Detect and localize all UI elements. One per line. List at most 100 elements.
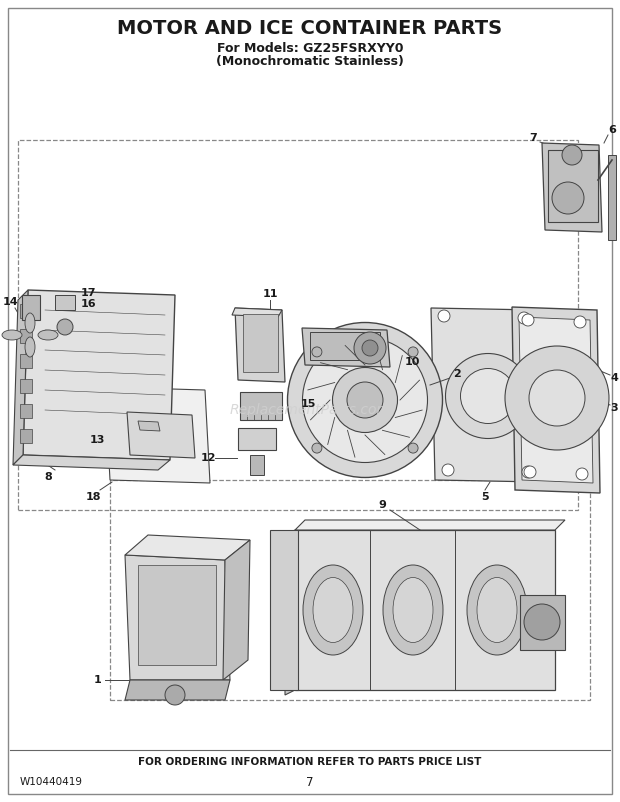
Text: 2: 2 xyxy=(453,369,461,379)
Circle shape xyxy=(362,340,378,356)
Text: 6: 6 xyxy=(608,125,616,135)
Polygon shape xyxy=(127,412,195,458)
Polygon shape xyxy=(542,143,602,232)
Bar xyxy=(20,329,32,343)
Polygon shape xyxy=(223,540,250,680)
Ellipse shape xyxy=(477,577,517,642)
Ellipse shape xyxy=(467,565,527,655)
Circle shape xyxy=(165,685,185,705)
Bar xyxy=(18,140,578,510)
Text: 14: 14 xyxy=(2,297,18,307)
Ellipse shape xyxy=(383,565,443,655)
Text: 10: 10 xyxy=(404,357,420,367)
Ellipse shape xyxy=(25,313,35,333)
Polygon shape xyxy=(138,421,160,431)
Polygon shape xyxy=(512,307,600,493)
Polygon shape xyxy=(235,308,285,382)
Circle shape xyxy=(347,382,383,418)
Bar xyxy=(55,295,75,310)
Bar xyxy=(20,404,32,418)
Bar xyxy=(20,379,32,393)
Polygon shape xyxy=(295,530,555,690)
Polygon shape xyxy=(23,290,175,460)
Circle shape xyxy=(312,347,322,357)
Text: 9: 9 xyxy=(378,500,386,510)
Polygon shape xyxy=(519,317,593,483)
Polygon shape xyxy=(232,308,282,317)
Text: 18: 18 xyxy=(86,492,100,502)
Text: 7: 7 xyxy=(306,776,314,788)
Bar xyxy=(608,155,616,240)
Text: 1: 1 xyxy=(94,675,102,685)
Bar xyxy=(138,565,216,665)
Bar xyxy=(250,455,264,475)
Bar xyxy=(310,332,380,360)
Bar xyxy=(243,314,278,372)
Bar xyxy=(110,480,590,700)
Text: 16: 16 xyxy=(80,299,96,309)
Circle shape xyxy=(57,319,73,335)
Bar xyxy=(20,429,32,443)
Circle shape xyxy=(522,466,534,478)
Circle shape xyxy=(152,427,168,443)
Circle shape xyxy=(574,316,586,328)
Ellipse shape xyxy=(332,367,397,432)
Circle shape xyxy=(524,466,536,478)
Text: 12: 12 xyxy=(200,453,216,463)
Text: 3: 3 xyxy=(610,403,618,413)
Polygon shape xyxy=(105,387,210,483)
Circle shape xyxy=(522,314,534,326)
Bar xyxy=(520,595,565,650)
Text: 15: 15 xyxy=(300,399,316,409)
Ellipse shape xyxy=(393,577,433,642)
Ellipse shape xyxy=(313,577,353,642)
Ellipse shape xyxy=(303,338,428,463)
Text: W10440419: W10440419 xyxy=(20,777,83,787)
Circle shape xyxy=(524,604,560,640)
Polygon shape xyxy=(125,555,230,680)
Bar xyxy=(20,354,32,368)
Text: 4: 4 xyxy=(610,373,618,383)
Polygon shape xyxy=(431,308,540,482)
Text: For Models: GZ25FSRXYY0: For Models: GZ25FSRXYY0 xyxy=(217,42,403,55)
Bar xyxy=(238,428,276,450)
Ellipse shape xyxy=(38,330,58,340)
Text: 13: 13 xyxy=(89,435,105,445)
Ellipse shape xyxy=(25,337,35,357)
Text: MOTOR AND ICE CONTAINER PARTS: MOTOR AND ICE CONTAINER PARTS xyxy=(117,18,503,38)
Bar xyxy=(270,530,298,690)
Bar xyxy=(22,295,40,320)
Text: 17: 17 xyxy=(80,288,95,298)
Circle shape xyxy=(408,347,418,357)
Circle shape xyxy=(518,312,530,324)
Bar xyxy=(240,392,282,420)
Circle shape xyxy=(442,464,454,476)
Circle shape xyxy=(505,346,609,450)
Circle shape xyxy=(438,310,450,322)
Text: 11: 11 xyxy=(262,289,278,299)
Polygon shape xyxy=(295,520,565,530)
Ellipse shape xyxy=(446,354,531,439)
Ellipse shape xyxy=(288,322,443,477)
Text: 5: 5 xyxy=(481,492,489,502)
Text: 8: 8 xyxy=(44,472,52,482)
Ellipse shape xyxy=(461,368,515,423)
Text: FOR ORDERING INFORMATION REFER TO PARTS PRICE LIST: FOR ORDERING INFORMATION REFER TO PARTS … xyxy=(138,757,482,767)
Circle shape xyxy=(576,468,588,480)
Polygon shape xyxy=(13,290,28,465)
Bar xyxy=(20,304,32,318)
Circle shape xyxy=(312,443,322,453)
Polygon shape xyxy=(13,455,170,470)
Circle shape xyxy=(562,145,582,165)
Polygon shape xyxy=(125,680,230,700)
Text: 7: 7 xyxy=(529,133,537,143)
Circle shape xyxy=(529,370,585,426)
Bar xyxy=(548,150,598,222)
Ellipse shape xyxy=(303,565,363,655)
Polygon shape xyxy=(125,535,250,560)
Circle shape xyxy=(408,443,418,453)
Text: (Monochromatic Stainless): (Monochromatic Stainless) xyxy=(216,55,404,68)
Circle shape xyxy=(354,332,386,364)
Polygon shape xyxy=(285,530,295,695)
Circle shape xyxy=(552,182,584,214)
